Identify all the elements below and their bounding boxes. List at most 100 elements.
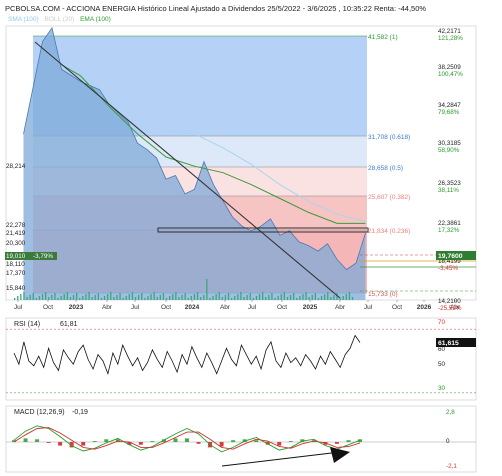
volume-bar	[107, 294, 109, 300]
macd-hist-bar	[81, 442, 86, 446]
volume-bar	[48, 297, 50, 300]
macd-hist-bar	[69, 442, 74, 448]
x-tick-label: Jul	[364, 304, 373, 311]
fib-label: 21,834 (0.236)	[368, 228, 410, 235]
rsi-panel: RSI (14) 61,81 70 60 50 30 61,615	[5, 317, 477, 401]
volume-bar	[203, 295, 205, 300]
volume-bar	[51, 295, 53, 300]
volume-bar	[280, 294, 282, 300]
x-tick-label: 2025	[303, 304, 318, 311]
right-axis-price: 26,3523	[438, 180, 461, 187]
volume-bar	[320, 296, 323, 300]
fib-label: 31,708 (0.618)	[368, 134, 410, 141]
volume-bar	[283, 292, 285, 300]
volume-bar	[76, 293, 78, 300]
macd-hist-bar	[35, 439, 40, 442]
volume-bar	[54, 293, 56, 300]
fib-label: 41,582 (1)	[368, 34, 398, 41]
volume-bar	[119, 293, 121, 300]
macd-hist-bar	[277, 442, 282, 446]
macd-hist-bar	[219, 442, 224, 447]
macd-y-tick: 0	[446, 438, 450, 445]
volume-bar	[215, 294, 217, 300]
volume-bar	[72, 295, 75, 300]
right-axis-pct: 38,11%	[438, 187, 459, 194]
price-tag-pct: -3,79%	[33, 253, 53, 260]
x-tick-label: Oct	[43, 304, 53, 311]
volume-bar	[333, 295, 335, 300]
volume-bar	[351, 297, 354, 300]
fib-label: 15,733 (0)	[368, 291, 398, 298]
right-axis-price: 30,3185	[438, 140, 461, 147]
volume-bars	[14, 279, 354, 300]
legend-ema: EMA (100)	[80, 16, 111, 23]
macd-hist-bar	[58, 442, 63, 446]
volume-bar	[196, 292, 199, 300]
divergence-arrow	[330, 447, 350, 463]
axes: Jul Oct 2023 Abr Jul Oct 2024 Abr Jul Oct 2025 Abr J…	[5, 28, 476, 312]
volume-bar	[110, 292, 112, 300]
volume-bar	[305, 292, 307, 300]
volume-bar	[271, 293, 273, 300]
volume-bar	[66, 292, 68, 300]
volume-bar	[131, 292, 134, 300]
volume-bar	[38, 296, 41, 300]
volume-bar	[60, 296, 62, 300]
right-axis-price: 22,3861	[438, 220, 461, 227]
volume-bar	[128, 294, 130, 300]
volume-bar	[57, 298, 59, 300]
left-level-label: 21,419	[6, 230, 26, 237]
right-axis-price: 14,2100	[438, 298, 461, 305]
volume-bar	[116, 295, 118, 300]
volume-bar	[23, 292, 25, 300]
legend: SMA (100) BOLL (20) EMA (100)	[8, 16, 115, 23]
volume-bar	[221, 297, 223, 300]
volume-bar	[122, 298, 124, 300]
volume-bar	[243, 297, 245, 300]
volume-bar	[169, 296, 171, 300]
volume-bar	[200, 297, 202, 300]
volume-bar	[63, 294, 65, 300]
volume-bar	[224, 295, 227, 300]
volume-bar	[327, 292, 329, 300]
x-tick-label: Jul	[248, 304, 257, 311]
x-tick-label: Oct	[392, 304, 402, 311]
volume-bar	[156, 297, 158, 300]
left-level-label: 17,370	[6, 270, 26, 277]
macd-hist-bar	[173, 438, 178, 442]
volume-bar	[277, 296, 279, 300]
volume-bar	[342, 296, 344, 300]
right-axis-price: 18,4199	[438, 258, 461, 265]
volume-bar	[32, 293, 34, 300]
price-line	[23, 26, 366, 271]
macd-y-tick: -2,1	[446, 463, 457, 470]
volume-bar	[336, 293, 338, 300]
volume-bar	[311, 295, 313, 300]
macd-panel: MACD (12,26,9) -0,19 2,8 0 -2,1	[5, 405, 477, 473]
volume-bar	[181, 295, 183, 300]
left-level-label: 15,840	[6, 285, 26, 292]
left-price-tag	[5, 252, 57, 260]
rsi-title: RSI (14)	[14, 321, 40, 328]
volume-bar	[193, 294, 196, 300]
macd-hist-bar	[46, 442, 51, 443]
price-area	[23, 26, 366, 301]
volume-bar	[134, 297, 137, 300]
volume-bar	[165, 298, 168, 300]
rsi-y-tick: 70	[438, 319, 446, 326]
volume-bar	[249, 293, 251, 300]
macd-hist-bar	[231, 440, 236, 442]
macd-signal-line	[13, 427, 361, 450]
macd-hist-bar	[346, 440, 351, 442]
macd-line	[13, 425, 361, 453]
right-price-tag	[436, 251, 476, 260]
volume-bar	[17, 296, 19, 300]
rsi-value-tag	[436, 338, 476, 347]
volume-bar	[26, 297, 28, 300]
macd-hist-bar	[288, 441, 293, 442]
right-axis-price: 38,2509	[438, 64, 461, 71]
left-level-label: 22,278	[6, 222, 26, 229]
volume-bar	[14, 298, 16, 300]
volume-bar	[265, 297, 267, 300]
